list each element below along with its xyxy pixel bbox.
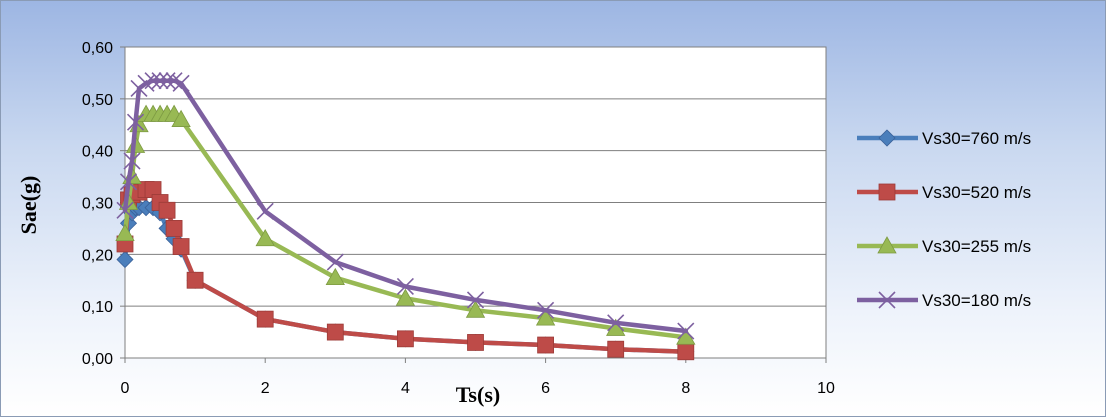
series-line (122, 78, 689, 334)
y-tick-label: 0,50 (82, 92, 113, 109)
data-point (537, 301, 555, 319)
legend-marker (877, 236, 897, 254)
data-point (115, 223, 135, 241)
series (116, 181, 695, 361)
data-point (119, 173, 138, 191)
series-group (115, 72, 696, 361)
data-point (158, 201, 176, 219)
data-point (677, 343, 695, 361)
x-tick-label: 6 (541, 380, 550, 397)
data-point (326, 253, 344, 271)
legend: Vs30=760 m/s Vs30=520 m/s Vs30=255 m/s Vs30… (857, 129, 1031, 310)
data-point (116, 250, 134, 269)
legend-label: Vs30=760 m/s (922, 129, 1031, 148)
x-tick-label: 10 (817, 380, 835, 397)
data-point (256, 310, 274, 328)
legend-item: Vs30=520 m/s (857, 183, 1031, 202)
series (116, 72, 695, 340)
data-point (165, 220, 183, 237)
y-tick-label: 0,10 (82, 299, 113, 316)
y-axis-ticks: 0,00 0,10 0,20 0,30 0,40 0,50 0,60 (82, 40, 125, 368)
data-point (607, 340, 625, 358)
legend-marker (878, 183, 896, 201)
data-point (144, 72, 162, 90)
legend-item: Vs30=760 m/s (857, 129, 1031, 148)
data-point (171, 109, 191, 127)
data-point (326, 323, 344, 341)
data-point (256, 202, 274, 220)
data-point (325, 267, 345, 286)
data-point (123, 152, 141, 170)
data-point (396, 330, 414, 348)
data-point (151, 72, 169, 90)
data-point (535, 308, 556, 326)
data-point (465, 300, 486, 318)
y-tick-label: 0,40 (82, 144, 113, 161)
data-point (467, 334, 484, 351)
data-point (255, 228, 275, 247)
y-tick-label: 0,60 (82, 40, 113, 57)
legend-label: Vs30=255 m/s (922, 237, 1031, 256)
data-point (607, 314, 625, 332)
data-point (396, 277, 414, 296)
y-axis-title: Sae(g) (16, 176, 41, 235)
y-tick-label: 0,20 (82, 247, 113, 264)
data-point (126, 113, 145, 131)
data-point (186, 271, 204, 289)
x-tick-label: 2 (261, 380, 270, 397)
x-axis-title: Ts(s) (456, 382, 500, 407)
legend-item: Vs30=180 m/s (857, 291, 1031, 310)
data-point (677, 322, 695, 340)
x-tick-label: 0 (121, 380, 130, 397)
data-point (172, 74, 190, 92)
legend-label: Vs30=520 m/s (922, 183, 1031, 202)
data-point (172, 238, 190, 255)
y-tick-label: 0,00 (82, 351, 113, 368)
data-point (537, 336, 554, 354)
x-tick-label: 8 (681, 380, 690, 397)
legend-item: Vs30=255 m/s (857, 236, 1031, 256)
legend-marker (878, 129, 896, 147)
legend-label: Vs30=180 m/s (922, 291, 1031, 310)
data-point (130, 79, 148, 98)
x-tick-label: 4 (401, 380, 410, 397)
data-point (395, 288, 416, 306)
y-tick-label: 0,30 (82, 196, 113, 213)
data-point (158, 72, 176, 90)
data-point (116, 201, 134, 219)
legend-marker (878, 291, 896, 309)
data-point (466, 291, 485, 309)
